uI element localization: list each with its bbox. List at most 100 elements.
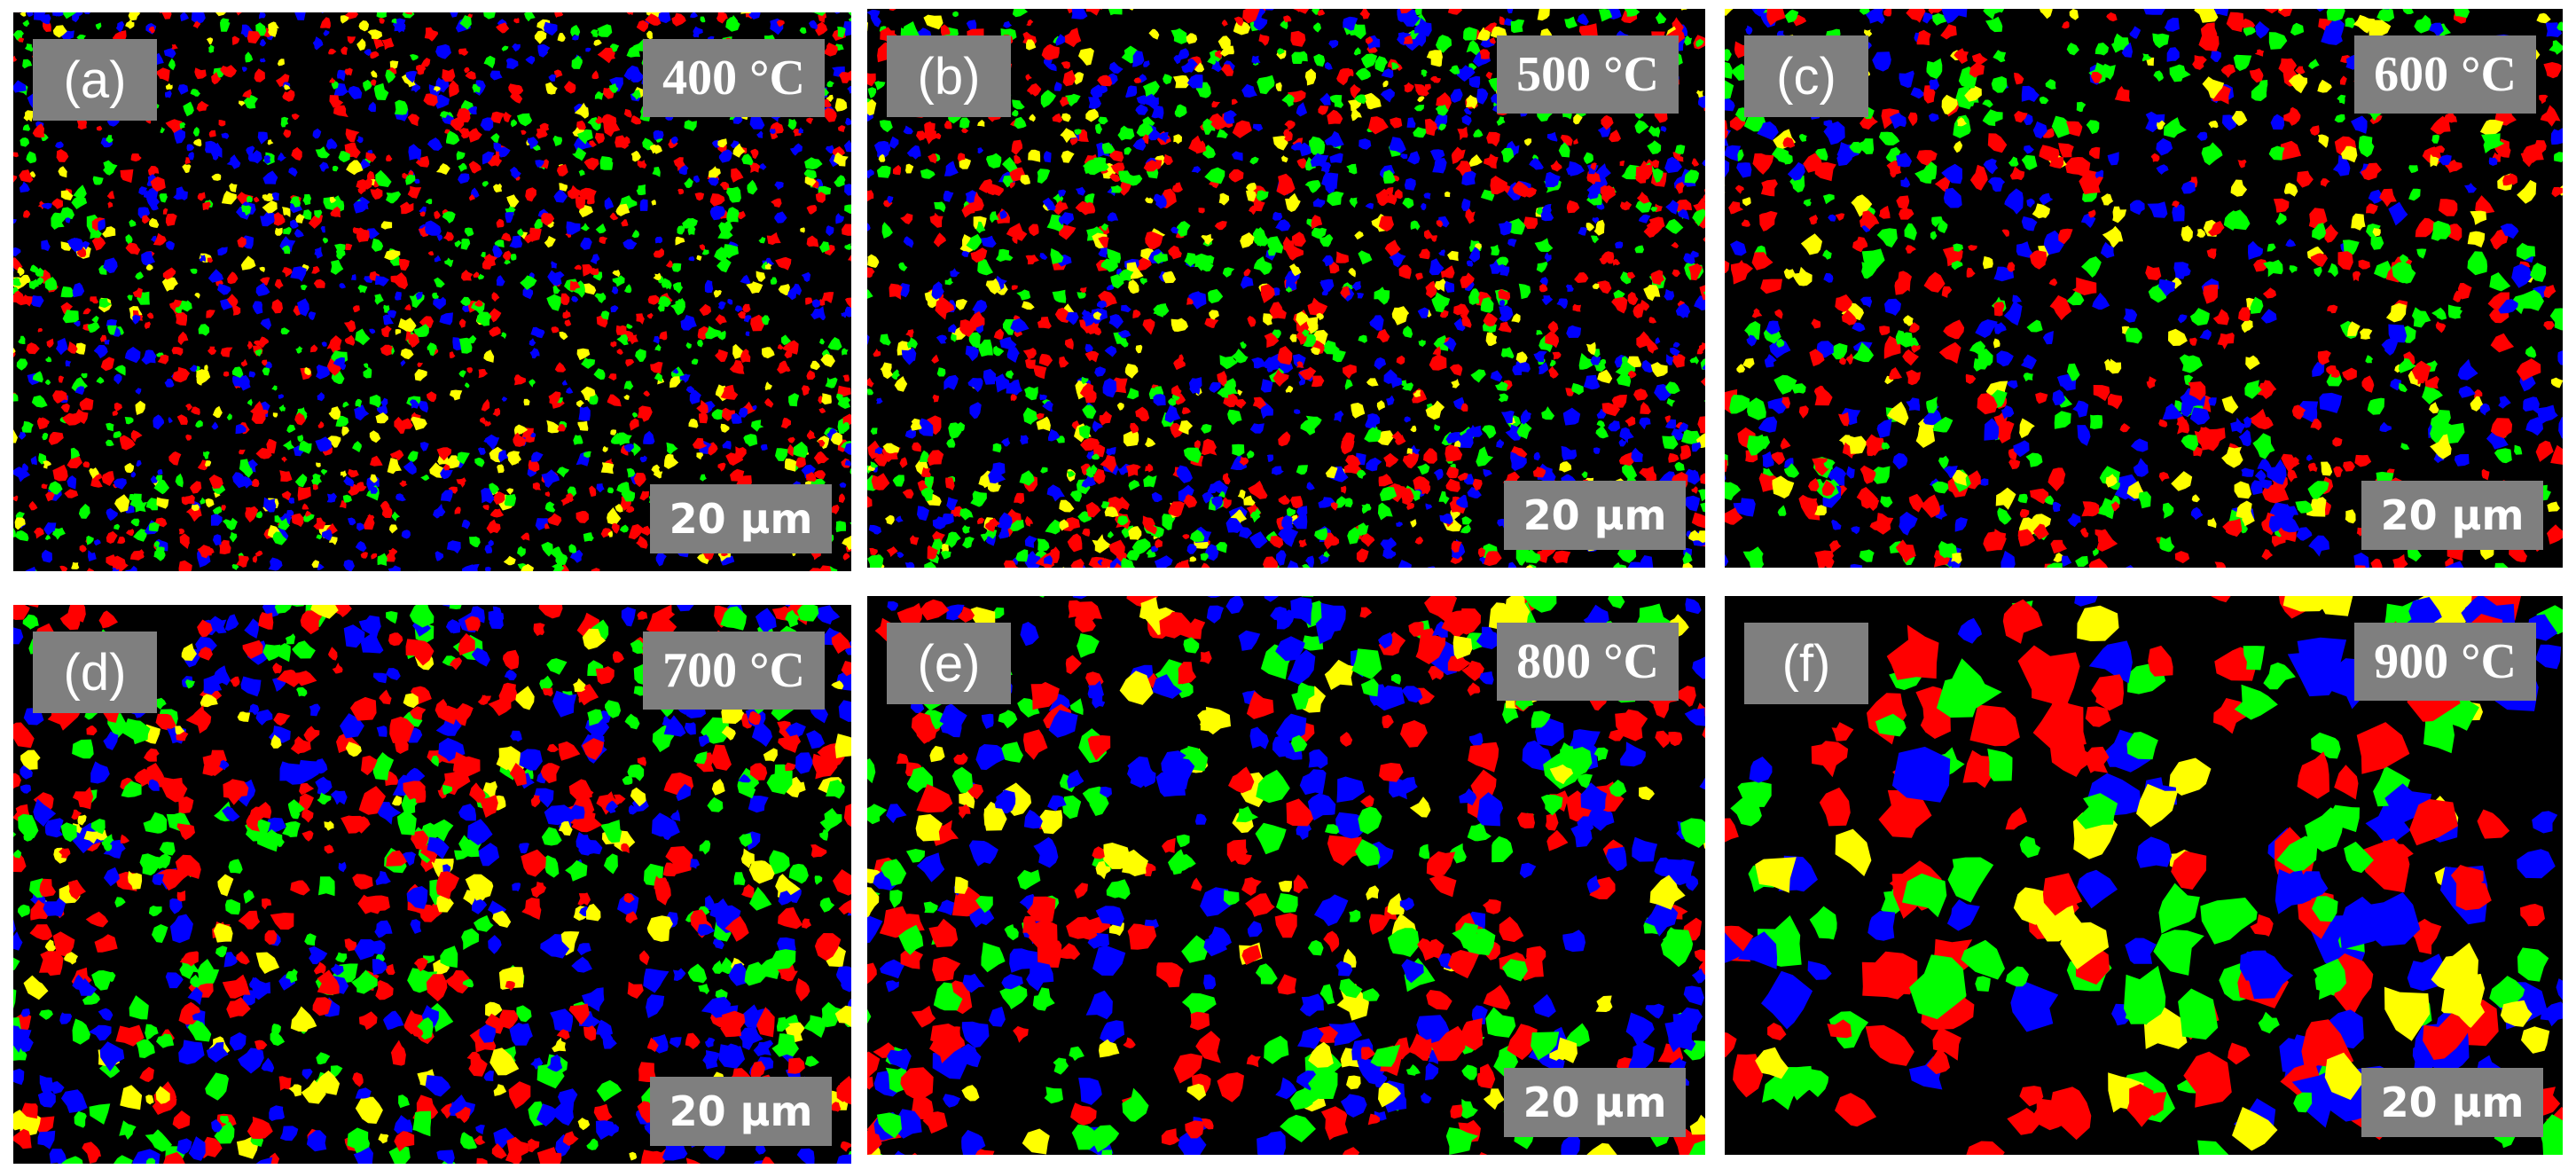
grain [821,393,832,405]
grain [262,367,270,376]
grain [90,296,98,304]
grain [2310,419,2322,431]
grain [487,153,503,167]
grain [688,256,695,262]
grain [1037,538,1050,552]
grain [419,400,429,413]
grain [1876,228,1898,248]
grain [557,424,566,432]
grain [271,299,283,314]
grain [1636,192,1650,204]
grain [844,459,851,467]
grain [1402,451,1420,469]
grain [959,157,971,169]
grain [2277,9,2293,17]
grain [1042,197,1056,211]
grain [351,969,378,994]
grain [271,385,278,391]
grain [1178,420,1194,435]
grain [1468,246,1480,263]
grain [1835,213,1845,221]
grain [607,530,613,537]
grain [2177,314,2188,324]
grain [708,177,719,186]
grain [1803,199,1812,207]
grain [815,21,828,36]
grain [2319,392,2343,413]
grain [312,36,324,51]
grain [798,127,804,134]
grain [1665,218,1684,234]
grain [562,309,571,319]
grain [836,393,843,401]
grain [944,531,961,548]
grain [1290,496,1304,509]
grain [1900,177,1911,188]
grain [385,963,395,976]
grain [1012,109,1019,117]
grain [1780,437,1791,450]
grain [645,13,662,26]
grain [260,58,266,63]
grain [1846,466,1855,479]
grain [440,945,458,969]
grain [1012,99,1025,110]
grain [1090,84,1103,98]
grain [591,70,599,80]
grain [1512,363,1523,376]
grain [1592,216,1600,224]
grain [208,475,223,489]
grain [2092,547,2099,557]
grain [704,279,714,294]
grain [269,1152,280,1164]
grain [2065,121,2083,137]
grain [388,632,403,647]
grain [1938,341,1961,364]
grain [1252,228,1270,247]
grain [1914,169,1932,184]
grain [106,507,118,522]
grain [1624,9,1640,17]
grain [1537,9,1550,21]
grain [594,132,605,145]
grain [850,522,851,525]
grain [586,1138,599,1150]
grain [1178,484,1194,503]
grain [152,924,168,943]
grain [368,485,379,494]
grain [13,429,18,443]
grain [1376,400,1385,411]
grain [1451,379,1460,388]
grain [1221,497,1232,509]
grain [1445,478,1460,492]
grain [503,555,516,566]
grain [2264,9,2280,14]
grain [2398,382,2408,393]
grain [67,475,77,490]
grain [580,223,590,231]
grain [547,270,565,286]
grain [86,535,94,545]
grain [1185,494,1198,508]
grain [558,741,581,761]
grain [2199,329,2212,341]
grain [1982,99,1993,108]
grain [1823,272,1834,283]
grain [343,475,355,487]
grain [1587,188,1599,200]
grain [903,125,913,135]
grain [940,551,951,560]
grain [561,380,568,386]
grain [826,225,834,237]
grain [2277,517,2300,533]
grain [411,830,429,851]
grain [496,22,510,34]
grain [840,1141,851,1152]
grain [1189,556,1197,562]
grain [1683,253,1695,264]
grain [2168,328,2188,346]
grain [93,344,108,359]
grain [458,48,469,56]
grain [1859,9,1870,15]
grain [1725,129,1729,139]
